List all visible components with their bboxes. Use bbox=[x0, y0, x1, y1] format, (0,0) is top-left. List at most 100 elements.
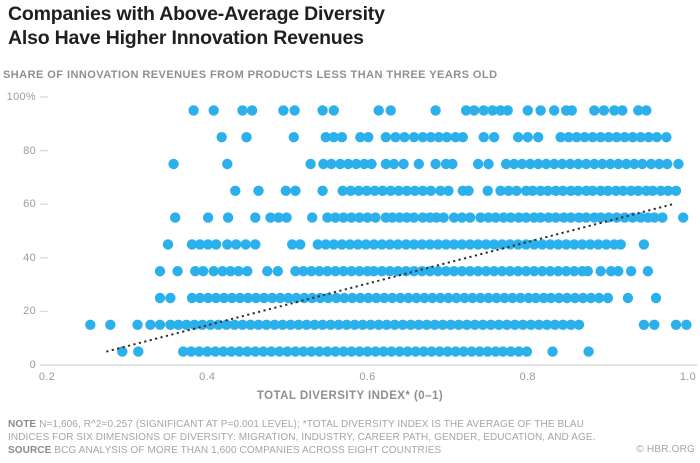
scatter-point bbox=[448, 266, 460, 277]
scatter-point bbox=[491, 292, 502, 304]
note-text: N=1,606, R^2=0.257 (SIGNIFICANT AT P=0.0… bbox=[8, 419, 596, 443]
scatter-point bbox=[315, 292, 326, 304]
y-tick-label: 20 bbox=[23, 305, 36, 318]
scatter-point bbox=[381, 319, 392, 330]
scatter-point bbox=[337, 185, 348, 196]
scatter-point bbox=[645, 158, 657, 170]
scatter-point bbox=[253, 319, 264, 330]
scatter-point bbox=[456, 239, 468, 250]
scatter-point bbox=[397, 319, 408, 330]
scatter-point bbox=[419, 292, 430, 304]
scatter-point bbox=[472, 239, 484, 250]
scatter-point bbox=[533, 158, 544, 170]
scatter-point bbox=[445, 319, 456, 330]
scatter-point bbox=[635, 212, 646, 223]
scatter-point bbox=[399, 132, 410, 143]
scatter-point bbox=[222, 239, 233, 250]
scatter-point bbox=[638, 239, 650, 250]
scatter-point bbox=[472, 266, 484, 277]
scatter-point bbox=[373, 319, 384, 330]
scatter-point bbox=[433, 132, 444, 143]
scatter-point bbox=[357, 319, 368, 330]
scatter-point bbox=[530, 292, 541, 304]
scatter-point bbox=[408, 212, 420, 223]
scatter-point bbox=[295, 239, 306, 250]
scatter-point bbox=[601, 239, 612, 250]
scatter-point bbox=[467, 292, 478, 304]
scatter-point bbox=[458, 346, 469, 357]
scatter-point bbox=[186, 346, 197, 357]
scatter-point bbox=[435, 292, 446, 304]
scatter-point bbox=[306, 346, 317, 357]
scatter-point bbox=[234, 346, 245, 357]
scatter-point bbox=[508, 158, 520, 170]
scatter-point bbox=[370, 346, 381, 357]
scatter-point bbox=[538, 292, 549, 304]
scatter-point bbox=[218, 292, 230, 304]
scatter-point bbox=[230, 185, 241, 196]
scatter-point bbox=[511, 185, 522, 196]
scatter-point bbox=[346, 212, 357, 223]
scatter-point bbox=[272, 266, 283, 277]
scatter-point bbox=[662, 185, 674, 196]
scatter-point bbox=[363, 292, 374, 304]
scatter-point bbox=[379, 292, 390, 304]
scatter-point bbox=[306, 266, 317, 277]
scatter-point bbox=[318, 158, 329, 170]
scatter-point bbox=[509, 319, 521, 330]
scatter-point bbox=[633, 185, 644, 196]
scatter-point bbox=[194, 346, 205, 357]
scatter-point bbox=[443, 185, 454, 196]
scatter-point bbox=[617, 185, 629, 196]
scatter-point bbox=[250, 346, 261, 357]
scatter-point bbox=[595, 266, 606, 277]
scatter-point bbox=[288, 132, 299, 143]
scatter-point bbox=[496, 266, 508, 277]
chart-title-line2: Also Have Higher Innovation Revenues bbox=[8, 27, 364, 49]
scatter-point bbox=[507, 292, 518, 304]
source-label: SOURCE bbox=[8, 445, 52, 456]
scatter-point bbox=[469, 319, 481, 330]
scatter-point bbox=[427, 292, 438, 304]
scatter-point bbox=[553, 292, 565, 304]
scatter-point bbox=[478, 105, 489, 116]
scatter-point bbox=[105, 319, 116, 330]
scatter-point bbox=[293, 319, 304, 330]
scatter-point bbox=[589, 105, 600, 116]
scatter-point bbox=[384, 239, 396, 250]
scatter-point bbox=[597, 158, 608, 170]
scatter-point bbox=[326, 158, 337, 170]
scatter-point bbox=[649, 212, 660, 223]
footnote: NOTE N=1,606, R^2=0.257 (SIGNIFICANT AT P… bbox=[8, 418, 608, 444]
scatter-point bbox=[389, 319, 400, 330]
scatter-point bbox=[289, 105, 300, 116]
scatter-point bbox=[347, 292, 358, 304]
scatter-point bbox=[323, 292, 334, 304]
scatter-point bbox=[387, 212, 398, 223]
scatter-point bbox=[545, 266, 556, 277]
scatter-point bbox=[581, 158, 592, 170]
scatter-point bbox=[170, 212, 181, 223]
scatter-point bbox=[346, 266, 357, 277]
scatter-point bbox=[237, 105, 248, 116]
scatter-point bbox=[354, 266, 365, 277]
chart-subtitle: SHARE OF INNOVATION REVENUES FROM PRODUC… bbox=[3, 69, 498, 81]
scatter-point bbox=[322, 266, 333, 277]
scatter-point bbox=[460, 105, 472, 116]
scatter-point bbox=[186, 292, 198, 304]
scatter-point bbox=[317, 185, 328, 196]
scatter-point bbox=[503, 185, 514, 196]
scatter-point bbox=[233, 266, 244, 277]
scatter-point bbox=[305, 158, 316, 170]
scatter-point bbox=[273, 212, 284, 223]
scatter-point bbox=[495, 105, 506, 116]
scatter-point bbox=[587, 185, 598, 196]
scatter-point bbox=[393, 185, 404, 196]
scatter-point bbox=[521, 346, 533, 357]
scatter-point bbox=[226, 346, 237, 357]
scatter-point bbox=[426, 346, 437, 357]
scatter-point bbox=[208, 105, 219, 116]
scatter-point bbox=[681, 319, 692, 330]
scatter-point bbox=[258, 292, 270, 304]
scatter-point bbox=[440, 266, 452, 277]
